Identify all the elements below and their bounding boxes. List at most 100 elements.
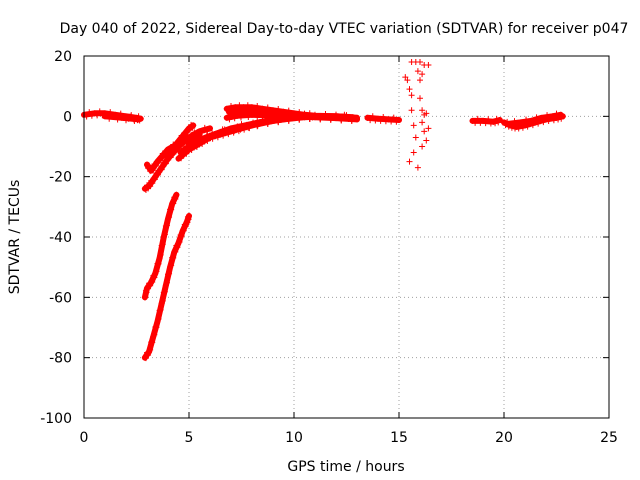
data-point: [149, 339, 156, 346]
data-point: [156, 307, 163, 314]
data-point: [145, 285, 152, 292]
data-point: [270, 112, 276, 119]
y-tick-label: -80: [49, 351, 72, 367]
x-tick-label: 25: [600, 430, 618, 446]
data-point: [514, 121, 521, 128]
data-point: [147, 282, 154, 289]
data-point: [142, 294, 149, 301]
data-point: [524, 123, 531, 130]
data-point: [168, 262, 175, 269]
chart-title: Day 040 of 2022, Sidereal Day-to-day VTE…: [60, 21, 629, 37]
x-axis-label: GPS time / hours: [287, 459, 404, 475]
data-point: [528, 117, 535, 124]
data-point: [170, 200, 177, 207]
data-point: [505, 120, 512, 127]
data-point: [127, 113, 134, 120]
y-tick-label: -100: [40, 411, 72, 427]
data-point: [557, 111, 564, 118]
data-point: [396, 116, 402, 123]
data-point: [264, 114, 271, 121]
data-point: [291, 113, 297, 120]
data-point: [172, 248, 179, 255]
data-point: [163, 222, 170, 229]
data-point: [162, 160, 169, 167]
data-point: [154, 318, 161, 325]
data-point: [280, 110, 287, 117]
data-point: [264, 119, 271, 126]
data-point: [158, 166, 165, 173]
data-point: [178, 132, 185, 139]
data-point: [173, 191, 180, 198]
data-point: [201, 124, 208, 131]
data-point: [163, 279, 170, 286]
data-point: [161, 288, 168, 295]
data-point: [354, 116, 360, 123]
data-point: [223, 114, 230, 121]
data-point: [168, 206, 175, 213]
data-point: [417, 95, 423, 102]
data-point: [185, 146, 192, 153]
data-point: [204, 128, 211, 135]
data-point: [275, 114, 282, 121]
data-point: [317, 116, 324, 123]
data-point: [482, 120, 489, 127]
data-point: [157, 306, 164, 313]
data-point: [155, 171, 162, 178]
data-point: [520, 120, 527, 127]
data-point: [106, 115, 113, 122]
data-point: [180, 227, 187, 234]
data-point: [232, 106, 239, 113]
data-point: [254, 103, 261, 110]
data-point: [419, 119, 426, 126]
data-point: [142, 355, 149, 362]
data-point: [249, 111, 255, 118]
data-point: [189, 139, 196, 146]
data-point: [236, 102, 243, 109]
data-point: [207, 125, 213, 132]
data-point: [149, 278, 156, 285]
data-point: [264, 104, 271, 111]
data-point: [369, 113, 376, 120]
data-point: [155, 260, 162, 267]
data-point: [322, 112, 329, 119]
data-point: [541, 116, 548, 123]
data-point: [508, 122, 515, 129]
data-layer: [81, 59, 566, 362]
data-point: [157, 157, 164, 164]
data-point: [161, 231, 168, 238]
plot-frame: [83, 55, 610, 419]
data-point: [544, 112, 551, 119]
data-point: [158, 242, 165, 249]
data-point: [186, 212, 192, 219]
data-point: [296, 115, 303, 122]
data-point: [190, 122, 197, 129]
data-point: [388, 118, 395, 125]
data-point: [185, 216, 192, 223]
data-point: [174, 244, 181, 251]
data-point: [523, 116, 530, 123]
data-point: [254, 113, 261, 120]
data-point: [151, 176, 158, 183]
x-tick-label: 5: [185, 430, 194, 446]
data-point: [200, 137, 207, 144]
data-point: [159, 241, 166, 248]
data-point: [234, 112, 241, 119]
data-point: [166, 214, 173, 221]
data-point: [408, 107, 415, 114]
data-point: [145, 352, 152, 359]
data-point: [149, 180, 156, 187]
data-point: [155, 315, 162, 322]
data-point: [327, 116, 334, 123]
data-point: [182, 223, 189, 230]
data-point: [223, 128, 230, 135]
data-point: [135, 116, 142, 123]
data-point: [118, 114, 125, 121]
data-point: [182, 131, 189, 138]
data-point: [162, 222, 169, 229]
tick-layer: 0 5 10 15 20 25 -100 -80 -60 -40 -20 0 20: [40, 49, 618, 446]
data-point: [306, 116, 313, 123]
data-point: [410, 149, 417, 156]
data-point: [83, 113, 90, 120]
y-tick-label: -20: [49, 170, 72, 186]
data-point: [176, 239, 183, 246]
